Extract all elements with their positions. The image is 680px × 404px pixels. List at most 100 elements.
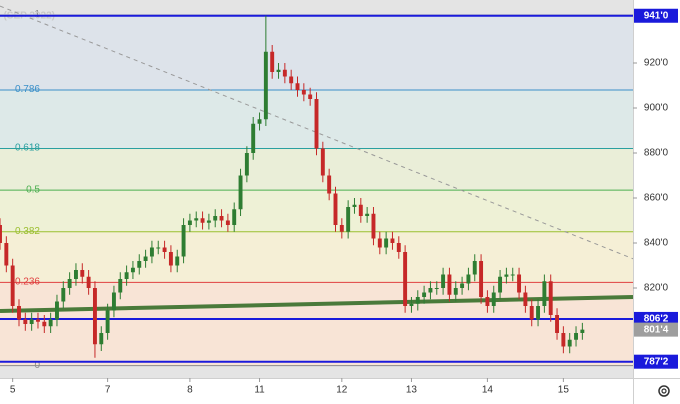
candle-body — [251, 123, 256, 153]
fib-level-label: 0.786 — [15, 84, 40, 95]
candle-body — [447, 274, 452, 295]
candle-body — [257, 119, 262, 124]
candle-body — [567, 339, 572, 347]
candle-body — [320, 148, 325, 176]
candle-body — [371, 213, 376, 239]
candle-body — [282, 69, 287, 77]
candle-body — [472, 261, 477, 275]
gear-hub — [661, 388, 667, 394]
candle-body — [200, 218, 205, 223]
last-price-tag-box — [634, 322, 678, 337]
x-tick-label: 14 — [482, 385, 494, 396]
candle-body — [149, 247, 154, 257]
fib-band — [0, 15, 633, 91]
candle-body — [529, 306, 534, 320]
candle-body — [23, 319, 28, 324]
candle-body — [187, 220, 192, 225]
candle-body — [339, 225, 344, 232]
candle-body — [130, 267, 135, 273]
candle-body — [219, 216, 224, 221]
candle-body — [0, 225, 2, 243]
candle-body — [466, 274, 471, 284]
candle-body — [358, 204, 363, 216]
candle-body — [86, 276, 91, 288]
candle-body — [574, 333, 578, 340]
fib-level-label: 0.382 — [15, 226, 40, 237]
candle-body — [206, 220, 211, 223]
candle-body — [225, 220, 230, 225]
candle-body — [542, 281, 547, 306]
candle-body — [92, 288, 97, 345]
x-tick-label: 5 — [10, 385, 16, 396]
candle-body — [517, 274, 522, 293]
candle-body — [61, 288, 66, 302]
settings-icon[interactable] — [658, 385, 670, 397]
price-tag-label: 806'2 — [644, 314, 669, 325]
candle-body — [428, 288, 433, 293]
y-tick-label: 860'0 — [644, 193, 669, 204]
price-tag-box — [634, 354, 678, 369]
candle-body — [124, 272, 129, 279]
candle-body — [346, 207, 351, 232]
candle-body — [168, 252, 173, 266]
candle-body — [175, 256, 180, 266]
candle-body — [415, 297, 420, 304]
price-tag-box — [634, 8, 678, 23]
candle-body — [548, 281, 553, 315]
fib-band — [0, 148, 633, 191]
candle-body — [396, 243, 401, 252]
candle-body — [111, 292, 116, 311]
x-tick-label: 8 — [187, 385, 193, 396]
y-tick-label: 900'0 — [644, 103, 669, 114]
candle-body — [409, 303, 414, 306]
candle-body — [73, 270, 78, 279]
candle-body — [561, 333, 566, 347]
price-tag-label: 941'0 — [644, 10, 669, 21]
candle-body — [301, 90, 306, 95]
candle-body — [238, 175, 243, 210]
candle-body — [213, 216, 218, 221]
candle-body — [422, 292, 427, 297]
candle-body — [460, 283, 465, 288]
candle-body — [498, 276, 503, 293]
candle-body — [434, 288, 439, 289]
x-tick-label: 7 — [105, 385, 111, 396]
fib-level-label: 0 — [34, 360, 40, 371]
candle-body — [263, 51, 268, 120]
candle-body — [143, 256, 148, 261]
price-tag-box — [634, 311, 678, 326]
candle-body — [491, 292, 496, 306]
candle-body — [441, 274, 446, 288]
candle-body — [10, 265, 15, 306]
y-tick-label: 880'0 — [644, 148, 669, 159]
fib-level-label: 0.5 — [26, 184, 40, 195]
candle-body — [194, 218, 199, 221]
fib-band — [0, 282, 633, 366]
candle-body — [314, 99, 319, 149]
candle-body — [42, 321, 47, 327]
fib-level-label: 1 — [34, 9, 40, 20]
x-tick-label: 12 — [336, 385, 348, 396]
candle-body — [276, 69, 281, 72]
candle-body — [244, 153, 249, 176]
candle-body — [118, 279, 123, 293]
candle-body — [295, 83, 300, 90]
candle-body — [510, 274, 515, 276]
y-tick-label: 840'0 — [644, 238, 669, 249]
candle-body — [105, 310, 110, 333]
candle-body — [580, 329, 585, 333]
candle-body — [36, 319, 40, 322]
candle-body — [327, 175, 332, 194]
candle-body — [67, 279, 72, 288]
candle-body — [333, 193, 338, 225]
candle-body — [403, 252, 408, 306]
fib-band — [0, 190, 633, 232]
candle-body — [48, 319, 53, 327]
fib-level-label: 0.236 — [15, 277, 40, 288]
x-tick-label: 11 — [254, 385, 265, 396]
candle-body — [377, 238, 382, 248]
candle-body — [156, 247, 161, 249]
candle-body — [4, 243, 9, 266]
